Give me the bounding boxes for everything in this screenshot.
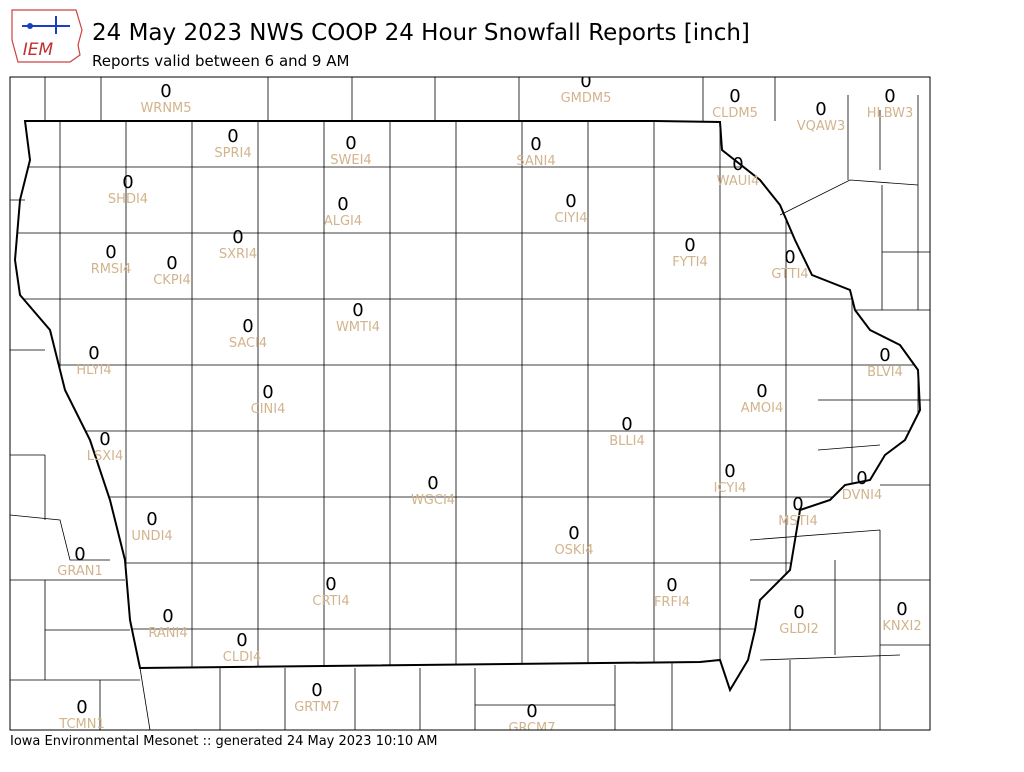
- station-id: WAUI4: [717, 174, 760, 189]
- station-id: CKPI4: [153, 273, 191, 288]
- station-value: 0: [232, 227, 243, 248]
- station-id: SPRI4: [214, 146, 251, 161]
- station-id: CLDI4: [223, 650, 261, 665]
- station-id: GRCM7: [508, 721, 555, 736]
- station-value: 0: [162, 606, 173, 627]
- station-id: HLYI4: [76, 363, 111, 378]
- station-value: 0: [160, 81, 171, 102]
- station-id: UNDI4: [131, 529, 172, 544]
- station-id: RANI4: [148, 626, 187, 641]
- subtitle: Reports valid between 6 and 9 AM: [92, 52, 349, 70]
- station-value: 0: [621, 414, 632, 435]
- station-value: 0: [227, 126, 238, 147]
- station-value: 0: [166, 253, 177, 274]
- station-id: VQAW3: [797, 119, 845, 134]
- station-id: CINI4: [251, 402, 286, 417]
- station-value: 0: [684, 235, 695, 256]
- station-value: 0: [856, 468, 867, 489]
- station-value: 0: [896, 599, 907, 620]
- station-id: FYTI4: [672, 255, 707, 270]
- station-value: 0: [580, 71, 591, 92]
- station-id: CLDM5: [712, 106, 758, 121]
- station-value: 0: [784, 247, 795, 268]
- map-frame: [9, 76, 931, 731]
- station-id: TCMN1: [58, 717, 104, 732]
- station-value: 0: [530, 134, 541, 155]
- station-value: 0: [146, 509, 157, 530]
- logo-text: IEM: [23, 40, 54, 60]
- station-id: WGCI4: [411, 493, 455, 508]
- neighbor-lines: [10, 77, 930, 730]
- station-id: AMOI4: [741, 401, 783, 416]
- station-id: MSTI4: [778, 514, 818, 529]
- station-id: BLVI4: [867, 365, 903, 380]
- station-id: WMTI4: [336, 320, 380, 335]
- station-id: FRFI4: [654, 595, 690, 610]
- station-id: CRTI4: [312, 594, 349, 609]
- station-id: ALGI4: [324, 214, 362, 229]
- station-value: 0: [879, 345, 890, 366]
- station-value: 0: [724, 461, 735, 482]
- station-value: 0: [325, 574, 336, 595]
- station-id: GLDI2: [779, 622, 818, 637]
- station-value: 0: [76, 697, 87, 718]
- logo: IEM: [11, 9, 83, 63]
- station-value: 0: [122, 172, 133, 193]
- station-value: 0: [793, 602, 804, 623]
- station-id: CIYI4: [555, 211, 588, 226]
- station-value: 0: [105, 242, 116, 263]
- station-value: 0: [352, 300, 363, 321]
- station-value: 0: [756, 381, 767, 402]
- station-id: SACI4: [229, 336, 267, 351]
- station-id: SXRI4: [219, 247, 257, 262]
- state-border: [14, 120, 921, 691]
- station-value: 0: [74, 544, 85, 565]
- station-id: SHDI4: [108, 192, 148, 207]
- station-value: 0: [345, 133, 356, 154]
- station-id: BLLI4: [609, 434, 645, 449]
- station-value: 0: [565, 191, 576, 212]
- station-id: HLBW3: [867, 106, 914, 121]
- station-id: KNXI2: [882, 619, 921, 634]
- station-id: GMDM5: [561, 91, 612, 106]
- station-value: 0: [236, 630, 247, 651]
- station-value: 0: [242, 316, 253, 337]
- station-value: 0: [99, 429, 110, 450]
- station-value: 0: [666, 575, 677, 596]
- station-id: GRTM7: [294, 700, 340, 715]
- station-id: RMSI4: [91, 262, 132, 277]
- station-value: 0: [732, 154, 743, 175]
- station-value: 0: [311, 680, 322, 701]
- station-id: SANI4: [516, 154, 555, 169]
- station-value: 0: [792, 494, 803, 515]
- station-value: 0: [88, 343, 99, 364]
- station-id: WRNM5: [140, 101, 191, 116]
- station-value: 0: [568, 523, 579, 544]
- station-id: OSKI4: [554, 543, 593, 558]
- station-value: 0: [884, 86, 895, 107]
- station-value: 0: [337, 194, 348, 215]
- station-value: 0: [729, 86, 740, 107]
- station-id: SWEI4: [330, 153, 371, 168]
- station-value: 0: [427, 473, 438, 494]
- station-id: GRAN1: [57, 564, 102, 579]
- station-id: GTTI4: [771, 267, 808, 282]
- station-value: 0: [815, 99, 826, 120]
- station-value: 0: [262, 382, 273, 403]
- station-id: ICYI4: [714, 481, 747, 496]
- footer: Iowa Environmental Mesonet :: generated …: [10, 734, 437, 749]
- title: 24 May 2023 NWS COOP 24 Hour Snowfall Re…: [92, 20, 750, 46]
- station-id: LSXI4: [87, 449, 124, 464]
- station-value: 0: [526, 701, 537, 722]
- station-id: DVNI4: [842, 488, 883, 503]
